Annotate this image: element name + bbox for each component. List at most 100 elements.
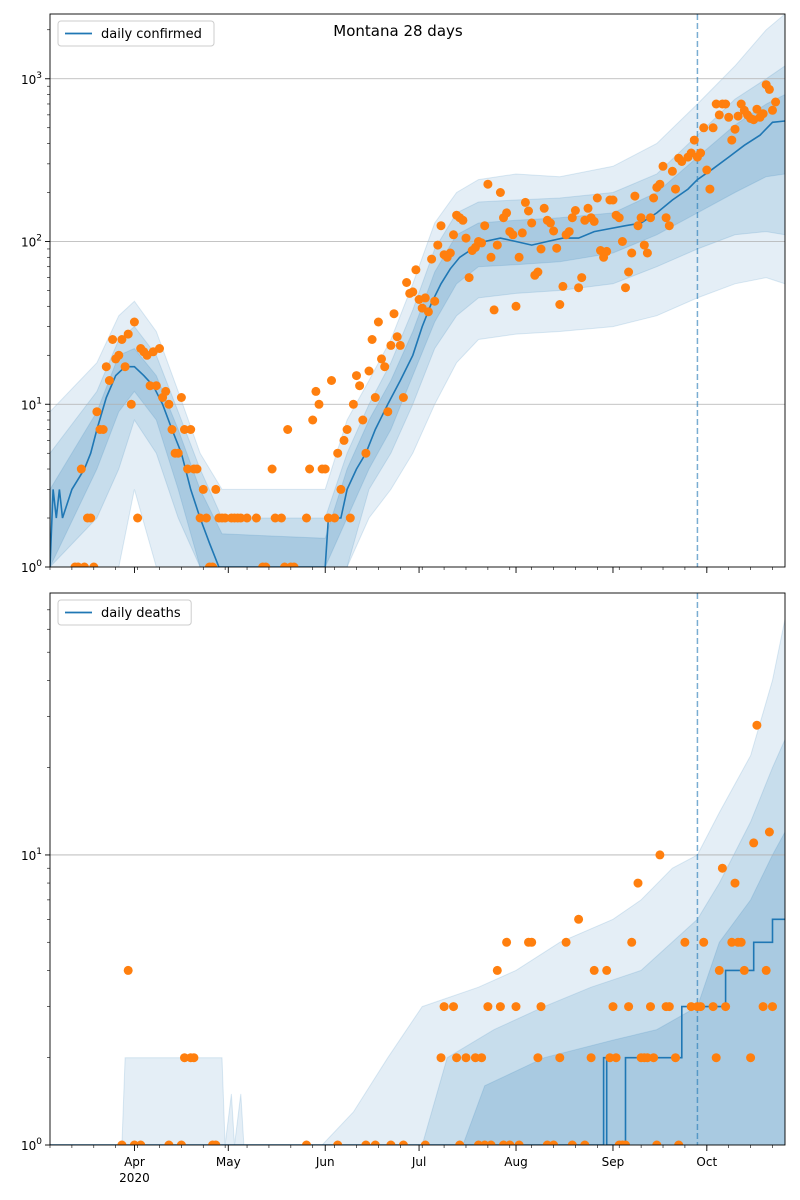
confirmed-observed-point [108,335,118,344]
deaths-observed-point [189,1053,199,1063]
confirmed-observed-point [711,99,721,109]
confirmed-observed-point [302,513,311,523]
confirmed-observed-point [511,301,521,311]
confirmed-observed-point [398,393,408,402]
confirmed-observed-point [345,513,355,523]
deaths-observed-point [586,1053,596,1063]
confirmed-axis-ticks: 100 101 102 103 [21,29,773,575]
confirmed-band-inner [50,93,785,567]
deaths-observed-point [768,1002,777,1012]
deaths-observed-point [708,1002,718,1012]
deaths-observed-point [477,1053,487,1063]
confirmed-observed-point [86,513,96,523]
deaths-observed-points [117,720,777,1145]
confirmed-observed-point [633,221,643,231]
confirmed-observed-point [671,184,680,194]
confirmed-observed-point [380,362,390,372]
confirmed-observed-point [664,221,674,231]
deaths-observed-point [527,937,537,947]
deaths-band-outer [50,619,785,1145]
confirmed-ytick-label: 102 [21,234,42,250]
confirmed-observed-point [242,513,252,523]
confirmed-observed-point [367,335,377,344]
confirmed-observed-point [583,203,593,213]
confirmed-observed-point [145,381,155,391]
confirmed-observed-point [348,399,358,409]
confirmed-observed-point [133,513,143,523]
deaths-observed-point [680,937,690,947]
confirmed-observed-point [423,307,433,317]
confirmed-observed-point [630,191,640,201]
confirmed-observed-point [702,165,712,175]
confirmed-observed-point [489,305,499,315]
deaths-observed-point [180,1053,189,1063]
confirmed-legend-label: daily confirmed [101,27,202,42]
confirmed-observed-point [517,228,527,238]
confirmed-observed-point [539,203,549,213]
deaths-observed-point [333,1140,343,1145]
deaths-observed-point [386,1140,396,1145]
confirmed-observed-point [164,399,174,409]
confirmed-observed-point [721,99,731,109]
deaths-observed-point [452,1053,462,1063]
deaths-observed-point [642,1053,652,1063]
confirmed-observed-points [70,80,781,567]
confirmed-observed-point [355,381,365,391]
deaths-observed-point [764,827,774,837]
confirmed-observed-point [195,513,205,523]
confirmed-observed-point [389,309,399,319]
confirmed-observed-point [161,386,171,396]
deaths-observed-point [589,965,599,975]
confirmed-observed-point [524,206,533,216]
confirmed-observed-point [352,371,361,381]
confirmed-observed-point [251,513,261,523]
confirmed-observed-point [333,448,343,458]
deaths-observed-point [505,1140,515,1145]
deaths-observed-point [461,1053,471,1063]
confirmed-observed-point [117,335,127,344]
daily-confirmed-panel: 100 101 102 103 daily confirmed Montana 28 … [21,13,786,575]
deaths-observed-point [717,863,727,873]
confirmed-observed-point [764,84,774,94]
deaths-band-inner [50,831,785,1145]
confirmed-observed-point [492,240,502,250]
deaths-observed-point [176,1140,186,1145]
confirmed-observed-point [758,109,768,119]
deaths-observed-point [752,720,762,730]
confirmed-observed-point [408,287,418,297]
confirmed-observed-point [104,376,114,385]
confirmed-observed-point [314,399,324,409]
deaths-observed-point [730,878,740,888]
xtick-label: Oct [696,1155,717,1169]
deaths-observed-point [721,1002,731,1012]
deaths-observed-point [211,1140,221,1145]
confirmed-observed-point [508,230,518,240]
confirmed-observed-point [696,148,706,158]
confirmed-observed-point [771,97,781,107]
confirmed-observed-point [151,381,161,391]
deaths-observed-point [555,1053,565,1063]
confirmed-observed-point [79,562,89,567]
confirmed-observed-point [261,562,271,567]
deaths-ytick-label: 101 [21,847,42,863]
confirmed-observed-point [545,218,555,228]
deaths-observed-point [470,1053,480,1063]
deaths-observed-point [580,1140,590,1145]
confirmed-observed-point [186,425,196,434]
confirmed-observed-point [642,248,652,258]
deaths-observed-point [574,914,584,924]
confirmed-observed-point [308,415,318,425]
confirmed-observed-point [402,278,412,287]
xtick-label: Aug [504,1155,527,1169]
deaths-observed-point [633,878,643,888]
confirmed-observed-point [101,362,111,372]
deaths-observed-point [561,937,571,947]
confirmed-observed-point [155,344,164,353]
confirmed-observed-point [649,193,659,203]
deaths-observed-point [449,1002,458,1012]
confirmed-observed-point [768,105,777,115]
deaths-observed-point [621,1140,630,1145]
confirmed-observed-point [411,265,421,275]
confirmed-observed-point [120,362,130,372]
